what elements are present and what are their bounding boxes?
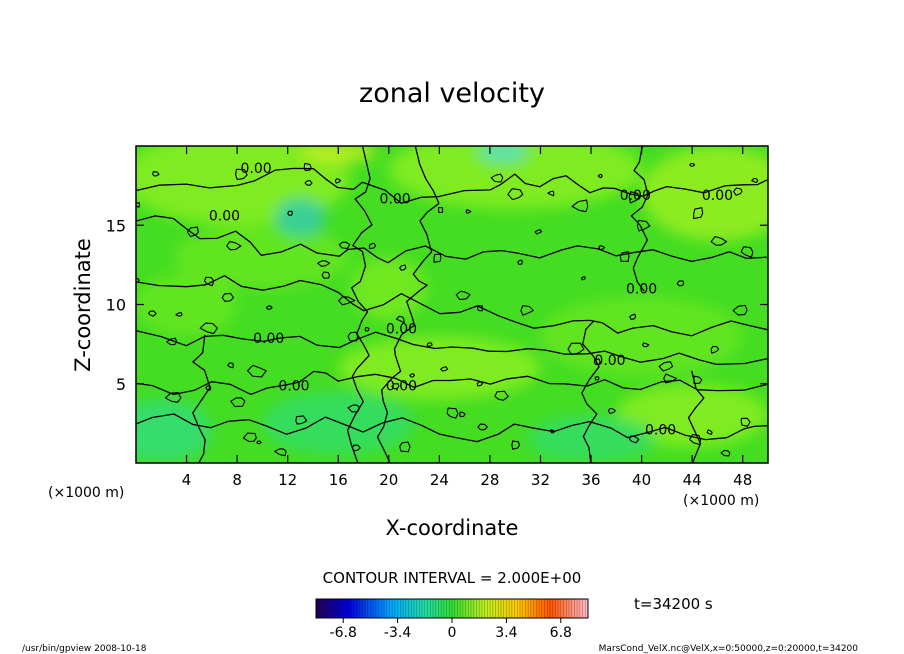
y-axis-unit: (×1000 m): [48, 485, 124, 501]
zero-contour-lines: [136, 146, 768, 463]
contour-label: 0.00: [620, 188, 651, 204]
colorbar-tick-label: -3.4: [384, 625, 411, 641]
contour-label: 0.00: [626, 282, 657, 298]
x-axis-label: X-coordinate: [386, 516, 519, 540]
chart-title: zonal velocity: [359, 78, 545, 109]
x-axis-unit: (×1000 m): [683, 493, 759, 509]
footer-right: MarsCond_VelX.nc@VelX,x=0:50000,z=0:2000…: [599, 644, 859, 654]
x-tick-label: 12: [278, 471, 297, 489]
x-tick-label: 28: [480, 471, 499, 489]
y-tick-label: 5: [116, 375, 126, 394]
y-tick-label: 15: [106, 216, 126, 235]
x-tick-label: 32: [531, 471, 550, 489]
y-axis-label: Z-coordinate: [71, 238, 95, 372]
time-label: t=34200 s: [634, 595, 713, 613]
colorbar-gradient: [316, 599, 588, 618]
x-tick-label: 36: [581, 471, 600, 489]
x-tick-label: 48: [733, 471, 752, 489]
colorbar-tick-label: 6.8: [550, 625, 572, 641]
colorbar-tick-label: -6.8: [330, 625, 357, 641]
contour-label: 0.00: [278, 378, 309, 394]
contour-label: 0.00: [386, 378, 417, 394]
x-tick-label: 8: [232, 471, 242, 489]
contour-label: 0.00: [702, 188, 733, 204]
colorbar-divisions: [318, 599, 586, 618]
contour-label: 0.00: [645, 423, 676, 439]
contour-label: 0.00: [380, 191, 411, 207]
contour-label: 0.00: [594, 353, 625, 369]
contour-label: 0.00: [240, 161, 271, 177]
contour-interval-label: CONTOUR INTERVAL = 2.000E+00: [323, 569, 582, 587]
y-tick-label: 10: [106, 296, 126, 315]
contour-label: 0.00: [253, 331, 284, 347]
colorbar-tick-label: 3.4: [495, 625, 517, 641]
colorbar: -6.8 -3.4 0 3.4 6.8: [315, 598, 589, 641]
x-tick-label: 20: [379, 471, 398, 489]
x-tick-label: 16: [329, 471, 348, 489]
footer-left: /usr/bin/gpview 2008-10-18: [22, 644, 147, 654]
plot-area: 0.00 0.00 0.00 0.00 0.00 0.00 0.00 0.00 0.00 0.00…: [136, 146, 768, 463]
y-axis-ticks: 5 10 15: [106, 216, 768, 394]
contour-label: 0.00: [209, 209, 240, 225]
colorbar-ticks: -6.8 -3.4 0 3.4 6.8: [330, 618, 572, 641]
contour-labels: 0.00 0.00 0.00 0.00 0.00 0.00 0.00 0.00 0.00 0.00…: [209, 161, 733, 439]
x-tick-label: 4: [182, 471, 192, 489]
x-tick-label: 44: [683, 471, 702, 489]
x-tick-label: 24: [430, 471, 449, 489]
contour-label: 0.00: [386, 321, 417, 337]
x-tick-label: 40: [632, 471, 651, 489]
colorbar-tick-label: 0: [448, 625, 457, 641]
x-axis-ticks: 4 8 12 16 20 24 28 32 36 40 44 48: [182, 146, 752, 489]
